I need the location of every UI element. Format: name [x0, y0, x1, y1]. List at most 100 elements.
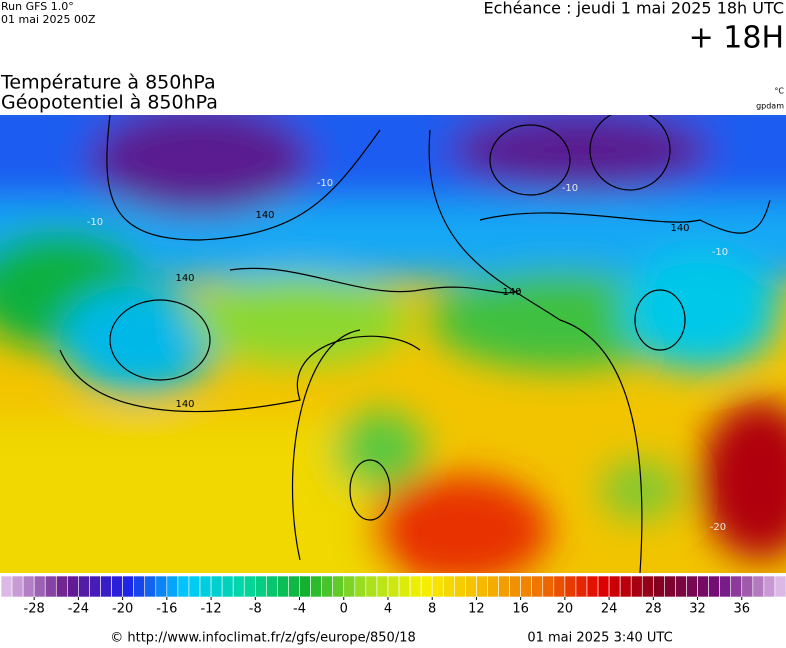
colorbar-cell	[122, 575, 134, 598]
colorbar-cell	[476, 575, 488, 598]
colorbar-tick-label: 4	[384, 602, 392, 617]
colorbar-cell	[520, 575, 533, 598]
colorbar-cell	[0, 575, 13, 598]
colorbar-cell	[354, 575, 367, 598]
colorbar-cell	[708, 575, 720, 598]
colorbar-cell	[564, 575, 577, 598]
title-temperature: Température à 850hPa	[0, 72, 216, 94]
colorbar-tick-label: -20	[112, 602, 133, 617]
colorbar-cell	[188, 575, 201, 598]
colorbar-cell	[89, 575, 101, 598]
contour-label: 140	[175, 273, 194, 284]
colorbar-cell	[619, 575, 632, 598]
colorbar-cell	[398, 575, 411, 598]
colorbar-tick-label: -16	[156, 602, 177, 617]
contour-label: 140	[670, 223, 689, 234]
colorbar-cell	[133, 575, 146, 598]
colorbar-cell	[498, 575, 510, 598]
colorbar-cell	[664, 575, 676, 598]
colorbar-cell	[332, 575, 345, 598]
colorbar-cell	[675, 575, 687, 598]
colorbar-cell	[630, 575, 643, 598]
colorbar-cell	[210, 575, 223, 598]
title-geopotential: Géopotentiel à 850hPa	[1, 92, 218, 114]
contour-label: -20	[710, 522, 726, 533]
colorbar-cell	[752, 575, 765, 598]
colorbar-tick-label: 20	[557, 602, 574, 617]
contour-label: 140	[255, 210, 274, 221]
colorbar-tick-label: -28	[24, 602, 45, 617]
issue-date: 01 mai 2025 3:40 UTC	[527, 631, 672, 646]
colorbar-cell	[55, 575, 68, 598]
colorbar-tick-label: -4	[293, 602, 306, 617]
colorbar-cell	[465, 575, 477, 598]
colorbar-cell	[221, 575, 234, 598]
colorbar-tick-label: -12	[200, 602, 221, 617]
unit-temperature: °C	[774, 87, 784, 96]
colorbar-cell	[431, 575, 444, 598]
colorbar-cell	[509, 575, 521, 598]
source-url: © http://www.infoclimat.fr/z/gfs/europe/…	[110, 631, 416, 646]
colorbar-tick-label: 8	[428, 602, 436, 617]
colorbar-cell	[730, 575, 743, 598]
colorbar-cell	[155, 575, 168, 598]
colorbar-cell	[343, 575, 356, 598]
colorbar-cell	[144, 575, 157, 598]
contour-label: -10	[562, 183, 578, 194]
colorbar-cell	[719, 575, 732, 598]
contour-label: 140	[502, 287, 521, 298]
contours	[59, 115, 771, 573]
colorbar-cell	[376, 575, 389, 598]
colorbar-cell	[420, 575, 433, 598]
colorbar-cell	[763, 575, 776, 598]
colorbar-cell	[177, 575, 190, 598]
colorbar-cell	[310, 575, 322, 598]
colorbar-cell	[44, 575, 57, 598]
colorbar-cell	[409, 575, 422, 598]
colorbar-tick-label: 28	[645, 602, 662, 617]
colorbar-cell	[597, 575, 610, 598]
colorbar-cell	[199, 575, 212, 598]
contour-label: 140	[175, 399, 194, 410]
colorbar-cell	[697, 575, 709, 598]
colorbar-cell	[254, 575, 267, 598]
colorbar: -28 -24 -20 -16 -12 -8 -4 0 4 8 12 16 20 24 28 32 36	[0, 575, 786, 617]
colorbar-cell	[78, 575, 90, 598]
colorbar-tick-label: 12	[468, 602, 485, 617]
colorbar-cell	[575, 575, 588, 598]
colorbar-cell	[741, 575, 754, 598]
colorbar-cell	[11, 575, 24, 598]
colorbar-cell	[321, 575, 333, 598]
colorbar-cell	[553, 575, 566, 598]
colorbar-cell	[586, 575, 599, 598]
colorbar-tick-label: 0	[340, 602, 348, 617]
colorbar-cell	[442, 575, 455, 598]
colorbar-cell	[774, 575, 786, 598]
contour-label: -10	[317, 178, 333, 189]
colorbar-cell	[531, 575, 544, 598]
colorbar-cell	[487, 575, 499, 598]
map-field: 140 140 140 140 140 -10 -10 -10 -10 -20	[0, 115, 786, 573]
colorbar-cell	[365, 575, 378, 598]
colorbar-cell	[22, 575, 35, 598]
unit-geopotential: gpdam	[756, 102, 784, 111]
run-date: 01 mai 2025 00Z	[1, 13, 96, 26]
colorbar-cell	[166, 575, 179, 598]
colorbar-cell	[288, 575, 300, 598]
colorbar-cell	[100, 575, 112, 598]
colorbar-tick-label: 32	[689, 602, 706, 617]
colorbar-tick-label: 24	[601, 602, 618, 617]
colorbar-tick-label: -8	[249, 602, 262, 617]
colorbar-cell	[67, 575, 79, 598]
colorbar-cell	[232, 575, 245, 598]
colorbar-cell	[653, 575, 665, 598]
colorbar-cell	[641, 575, 654, 598]
colorbar-tick-label: 16	[512, 602, 529, 617]
colorbar-cell	[33, 575, 46, 598]
valid-time: Echéance : jeudi 1 mai 2025 18h UTC	[484, 0, 784, 18]
colorbar-cell	[686, 575, 698, 598]
colorbar-cell	[387, 575, 400, 598]
colorbar-cell	[243, 575, 256, 598]
colorbar-tick-label: -24	[68, 602, 89, 617]
